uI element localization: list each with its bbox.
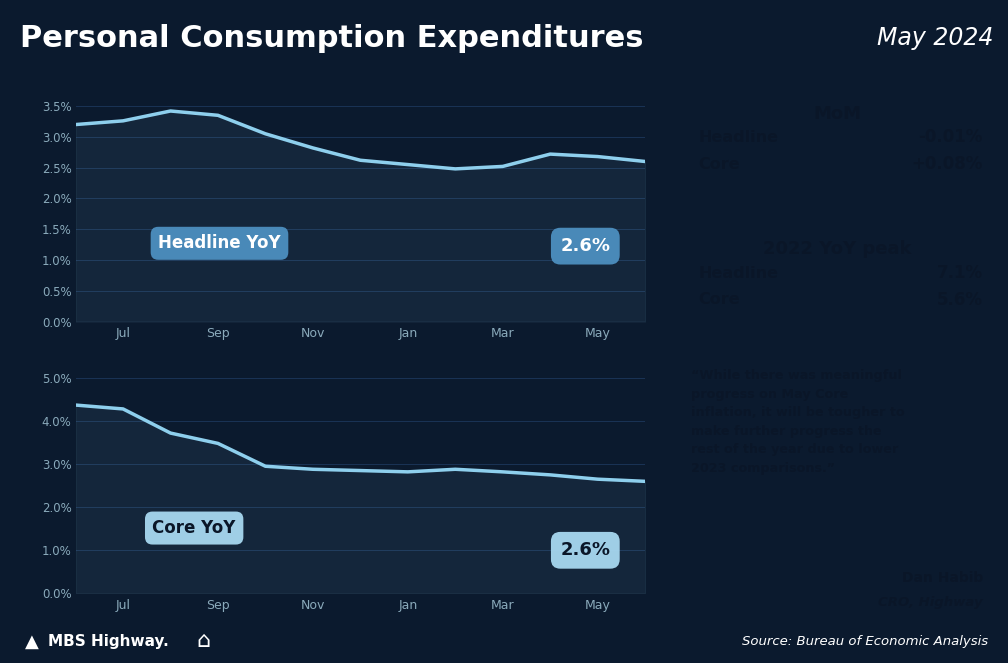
Text: ⌂: ⌂ bbox=[197, 631, 211, 652]
Text: MBS Highway.: MBS Highway. bbox=[48, 634, 169, 649]
Text: MoM: MoM bbox=[813, 105, 862, 123]
Text: Headline YoY: Headline YoY bbox=[158, 234, 281, 253]
Text: 2.6%: 2.6% bbox=[560, 237, 610, 255]
Text: Dan Habib: Dan Habib bbox=[901, 571, 983, 585]
Text: Headline: Headline bbox=[699, 266, 778, 280]
Text: Headline: Headline bbox=[699, 130, 778, 145]
Text: +0.08%: +0.08% bbox=[911, 155, 983, 174]
Text: Core: Core bbox=[699, 292, 740, 307]
Text: 2.6%: 2.6% bbox=[560, 541, 610, 560]
Text: 5.6%: 5.6% bbox=[936, 290, 983, 309]
Text: ▲: ▲ bbox=[25, 633, 39, 650]
Text: CRO, Highway: CRO, Highway bbox=[878, 595, 983, 609]
Text: “While there was meaningful
progress on May Core
inflation, it will be tougher t: “While there was meaningful progress on … bbox=[691, 369, 905, 475]
Text: Source: Bureau of Economic Analysis: Source: Bureau of Economic Analysis bbox=[742, 635, 988, 648]
Text: 2022 YoY peak: 2022 YoY peak bbox=[763, 240, 912, 259]
Text: 7.1%: 7.1% bbox=[936, 264, 983, 282]
Text: May 2024: May 2024 bbox=[877, 27, 993, 50]
Text: -0.01%: -0.01% bbox=[918, 128, 983, 147]
Text: Core: Core bbox=[699, 157, 740, 172]
Text: Personal Consumption Expenditures: Personal Consumption Expenditures bbox=[20, 24, 644, 52]
Text: Core YoY: Core YoY bbox=[152, 519, 236, 537]
